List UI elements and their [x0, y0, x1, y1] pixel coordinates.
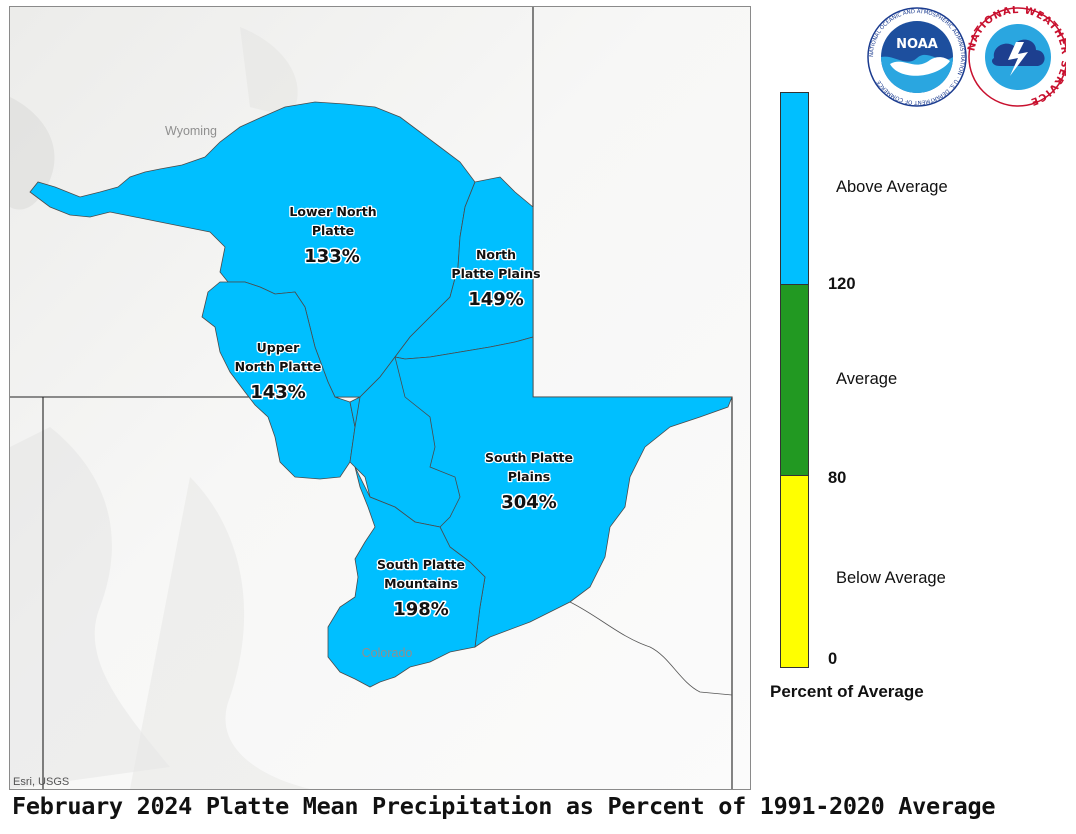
basin-label-name: Upper — [257, 340, 301, 355]
terrain-relief — [10, 27, 310, 789]
basin-label-percent: 304% — [501, 492, 557, 513]
noaa-logo: NOAA NATIONAL OCEANIC AND ATMOSPHERIC AD… — [867, 7, 967, 107]
map-title: February 2024 Platte Mean Precipitation … — [12, 792, 996, 820]
legend-tick-120: 120 — [828, 275, 856, 293]
basin-label-name: North — [476, 247, 516, 262]
legend-swatch-below — [780, 475, 809, 668]
basin-label-percent: 149% — [468, 289, 524, 310]
map-attribution[interactable]: Esri, USGS — [13, 776, 69, 788]
basin-south-platte-mountains[interactable] — [327, 466, 486, 688]
nws-logo: NATIONAL WEATHER SERVICE — [966, 5, 1069, 107]
legend-label-above: Above Average — [836, 178, 948, 196]
basin-label-percent: 198% — [393, 599, 449, 620]
agency-logos: NOAA NATIONAL OCEANIC AND ATMOSPHERIC AD… — [866, 5, 1069, 108]
basin-label-name: North Platte — [235, 359, 322, 374]
state-label-colorado: Colorado — [362, 646, 413, 660]
basin-upper-north-platte[interactable] — [201, 281, 356, 480]
basin-labels: Lower North Platte 133% North Platte Pla… — [233, 203, 574, 622]
basin-label-name: Platte — [312, 223, 354, 238]
basin-label-name: South Platte — [485, 450, 573, 465]
legend-tick-80: 80 — [828, 469, 847, 487]
basins-layer — [29, 101, 733, 688]
legend-label-average: Average — [836, 370, 898, 388]
basin-label-name: Lower North — [289, 204, 376, 219]
basin-label-percent: 143% — [250, 382, 306, 403]
legend-swatch-average — [780, 284, 809, 477]
map-frame[interactable]: Lower North Platte 133% North Platte Pla… — [9, 6, 751, 790]
legend: Above Average Average Below Average 120 … — [760, 88, 1060, 708]
legend-label-below: Below Average — [836, 569, 946, 587]
basin-label-name: Platte Plains — [451, 266, 540, 281]
basin-label-name: South Platte — [377, 557, 465, 572]
legend-tick-0: 0 — [828, 650, 838, 668]
legend-title: Percent of Average — [770, 682, 924, 701]
state-label-wyoming: Wyoming — [165, 124, 217, 138]
basin-label-name: Plains — [508, 469, 551, 484]
basin-label-name: Mountains — [384, 576, 458, 591]
map-canvas[interactable]: Lower North Platte 133% North Platte Pla… — [10, 7, 750, 789]
logo-graphics: NOAA NATIONAL OCEANIC AND ATMOSPHERIC AD… — [867, 5, 1069, 107]
svg-text:NOAA: NOAA — [896, 37, 938, 52]
basin-label-percent: 133% — [304, 246, 360, 267]
legend-swatch-above — [780, 92, 809, 286]
